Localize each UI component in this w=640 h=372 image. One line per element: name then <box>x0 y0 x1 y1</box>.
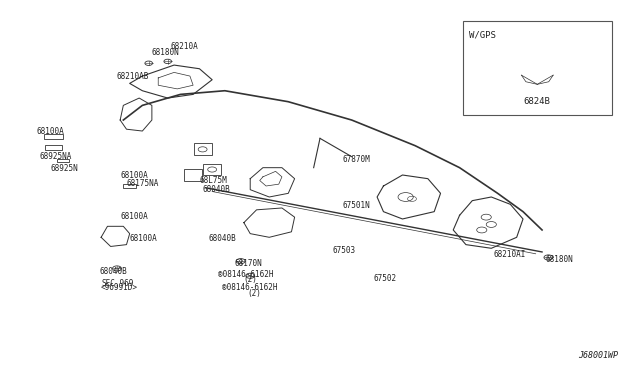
Bar <box>463 21 612 115</box>
Text: (2): (2) <box>244 275 258 284</box>
Text: 68100A: 68100A <box>120 171 148 180</box>
Text: 68180N: 68180N <box>545 255 573 264</box>
Text: 68210AI: 68210AI <box>494 250 526 259</box>
Text: 68100A: 68100A <box>130 234 157 243</box>
Text: 68040B: 68040B <box>203 185 230 194</box>
Text: 68100A: 68100A <box>120 212 148 221</box>
Text: 67503: 67503 <box>333 246 356 254</box>
Text: J68001WP: J68001WP <box>578 351 618 360</box>
Text: W/GPS: W/GPS <box>469 30 496 39</box>
Text: (2): (2) <box>247 289 261 298</box>
Text: 68L75M: 68L75M <box>200 176 227 185</box>
Text: 67501N: 67501N <box>342 201 370 209</box>
Text: 67870M: 67870M <box>342 155 370 164</box>
Text: 68210AB: 68210AB <box>117 71 149 81</box>
Text: 68040B: 68040B <box>209 234 237 243</box>
Text: 68040B: 68040B <box>99 266 127 276</box>
Text: <96991D>: <96991D> <box>101 283 138 292</box>
Text: 68210A: 68210A <box>171 42 198 51</box>
Text: 67502: 67502 <box>374 274 397 283</box>
Text: 68170N: 68170N <box>234 259 262 268</box>
Text: 68180N: 68180N <box>152 48 180 57</box>
Text: ®08146-6162H: ®08146-6162H <box>218 270 274 279</box>
Text: 68925N: 68925N <box>51 164 78 173</box>
Text: 6824B: 6824B <box>524 97 551 106</box>
Text: 68925NA: 68925NA <box>40 152 72 161</box>
Text: ®08146-6162H: ®08146-6162H <box>221 283 277 292</box>
Text: 68100A: 68100A <box>36 127 64 136</box>
Text: 68175NA: 68175NA <box>127 179 159 188</box>
Text: SEC.969: SEC.969 <box>101 279 134 288</box>
